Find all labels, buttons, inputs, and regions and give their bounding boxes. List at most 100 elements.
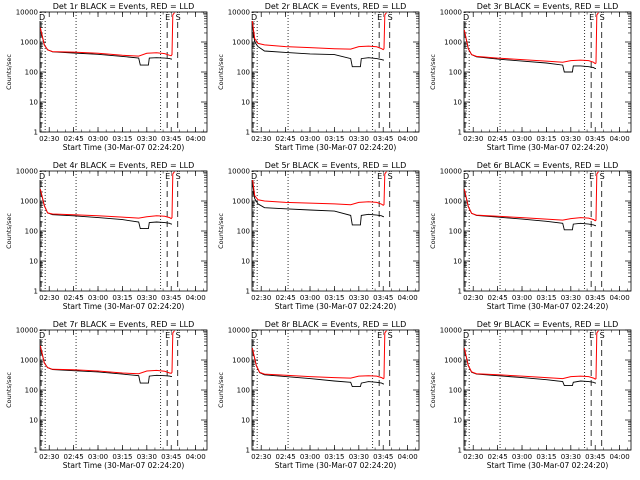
marker-box <box>462 331 470 339</box>
marker-box <box>588 172 596 180</box>
x-tick-label: 03:00 <box>300 294 320 302</box>
x-tick-label: 03:30 <box>137 135 157 143</box>
y-tick-label: 1 <box>246 288 250 296</box>
x-tick-label: 03:45 <box>161 453 181 461</box>
series-lld-line <box>251 171 387 206</box>
y-tick-label: 1 <box>34 129 38 137</box>
marker-box <box>376 331 384 339</box>
x-tick-label: 02:30 <box>463 453 483 461</box>
x-tick-label: 03:30 <box>349 135 369 143</box>
y-tick-label: 1000 <box>444 39 462 47</box>
series-lld-line <box>463 12 599 65</box>
x-tick-label: 03:45 <box>161 294 181 302</box>
plot-frame <box>463 170 632 292</box>
x-tick-label: 03:00 <box>512 294 532 302</box>
y-tick-label: 100 <box>25 228 38 236</box>
marker-S: S <box>388 331 393 340</box>
x-axis-label: Start Time (30-Mar-07 02:24:20) <box>487 461 609 470</box>
plot-frame <box>251 170 420 292</box>
marker-S: S <box>600 172 605 181</box>
x-tick-label: 02:45 <box>64 135 84 143</box>
marker-box <box>598 13 606 21</box>
marker-box <box>588 331 596 339</box>
x-tick-label: 03:30 <box>349 453 369 461</box>
x-tick-label: 03:30 <box>561 294 581 302</box>
y-tick-label: 10000 <box>440 168 462 176</box>
plot-frame <box>251 11 420 133</box>
x-tick-label: 04:00 <box>398 135 418 143</box>
panel-det-5: Det 5r BLACK = Events, RED = LLD 1 10 100 10… <box>217 161 420 311</box>
marker-box <box>174 13 182 21</box>
marker-D: D <box>463 172 469 181</box>
y-axis-label: Counts/sec <box>217 372 225 408</box>
x-tick-label: 02:30 <box>39 294 59 302</box>
y-axis-label: Counts/sec <box>429 54 437 90</box>
series-events-line <box>39 345 172 384</box>
x-axis-label: Start Time (30-Mar-07 02:24:20) <box>487 143 609 152</box>
y-axis-label: Counts/sec <box>217 213 225 249</box>
x-tick-label: 04:00 <box>398 453 418 461</box>
marker-box <box>174 172 182 180</box>
y-tick-label: 10 <box>29 258 38 266</box>
y-tick-label: 100 <box>449 228 462 236</box>
plot-frame <box>39 329 208 451</box>
x-tick-label: 04:00 <box>398 294 418 302</box>
marker-box <box>250 172 258 180</box>
x-tick-label: 03:00 <box>300 135 320 143</box>
panel-title: Det 6r BLACK = Events, RED = LLD <box>477 161 619 170</box>
panel-title: Det 7r BLACK = Events, RED = LLD <box>53 320 195 329</box>
x-tick-label: 02:30 <box>39 135 59 143</box>
y-tick-label: 10000 <box>228 9 250 17</box>
y-tick-label: 1000 <box>232 198 250 206</box>
y-tick-label: 1000 <box>444 198 462 206</box>
marker-S: S <box>176 331 181 340</box>
marker-box <box>38 13 46 21</box>
panel-title: Det 1r BLACK = Events, RED = LLD <box>53 2 195 11</box>
marker-E: E <box>589 13 594 22</box>
y-tick-label: 10000 <box>440 327 462 335</box>
y-axis-label: Counts/sec <box>5 54 13 90</box>
x-tick-label: 02:30 <box>251 294 271 302</box>
series-lld-line <box>251 12 387 51</box>
panel-title: Det 8r BLACK = Events, RED = LLD <box>265 320 407 329</box>
x-tick-label: 04:00 <box>610 135 630 143</box>
plot-frame <box>251 329 420 451</box>
series-lld-line <box>39 171 175 220</box>
plot-frame <box>39 11 208 133</box>
y-tick-label: 100 <box>25 387 38 395</box>
marker-D: D <box>39 172 45 181</box>
marker-box <box>598 331 606 339</box>
marker-D: D <box>39 13 45 22</box>
panel-det-9: Det 9r BLACK = Events, RED = LLD 1 10 100 10… <box>429 320 632 470</box>
marker-E: E <box>165 331 170 340</box>
y-tick-label: 1000 <box>232 357 250 365</box>
series-lld-line <box>463 330 599 380</box>
marker-box <box>376 172 384 180</box>
x-tick-label: 03:45 <box>585 294 605 302</box>
marker-D: D <box>39 331 45 340</box>
series-events-line <box>463 188 596 231</box>
y-tick-label: 10000 <box>228 168 250 176</box>
y-tick-label: 1 <box>246 129 250 137</box>
marker-box <box>164 331 172 339</box>
y-tick-label: 100 <box>237 387 250 395</box>
marker-box <box>164 13 172 21</box>
x-tick-label: 04:00 <box>186 135 206 143</box>
marker-box <box>174 331 182 339</box>
marker-D: D <box>463 331 469 340</box>
y-tick-label: 10 <box>453 417 462 425</box>
y-tick-label: 1 <box>458 447 462 455</box>
marker-S: S <box>600 13 605 22</box>
marker-S: S <box>176 13 181 22</box>
y-tick-label: 10000 <box>228 327 250 335</box>
x-axis-label: Start Time (30-Mar-07 02:24:20) <box>275 461 397 470</box>
x-tick-label: 03:15 <box>112 135 132 143</box>
x-tick-label: 03:15 <box>324 135 344 143</box>
x-tick-label: 02:45 <box>64 294 84 302</box>
y-axis-label: Counts/sec <box>5 213 13 249</box>
y-axis-label: Counts/sec <box>429 213 437 249</box>
panel-det-1: Det 1r BLACK = Events, RED = LLD 1 10 100 10… <box>5 2 208 152</box>
x-tick-label: 02:45 <box>64 453 84 461</box>
series-events-line <box>463 347 596 387</box>
